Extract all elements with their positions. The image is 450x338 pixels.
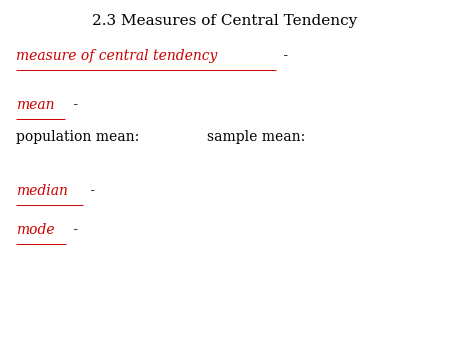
Text: median: median [16,184,68,198]
Text: -: - [69,223,78,237]
Text: mode: mode [16,223,54,237]
Text: -: - [279,49,288,63]
Text: 2.3 Measures of Central Tendency: 2.3 Measures of Central Tendency [92,14,358,27]
Text: -: - [69,98,78,112]
Text: -: - [86,184,95,198]
Text: measure of central tendency: measure of central tendency [16,49,217,63]
Text: mean: mean [16,98,54,112]
Text: sample mean:: sample mean: [207,130,305,144]
Text: population mean:: population mean: [16,130,139,144]
